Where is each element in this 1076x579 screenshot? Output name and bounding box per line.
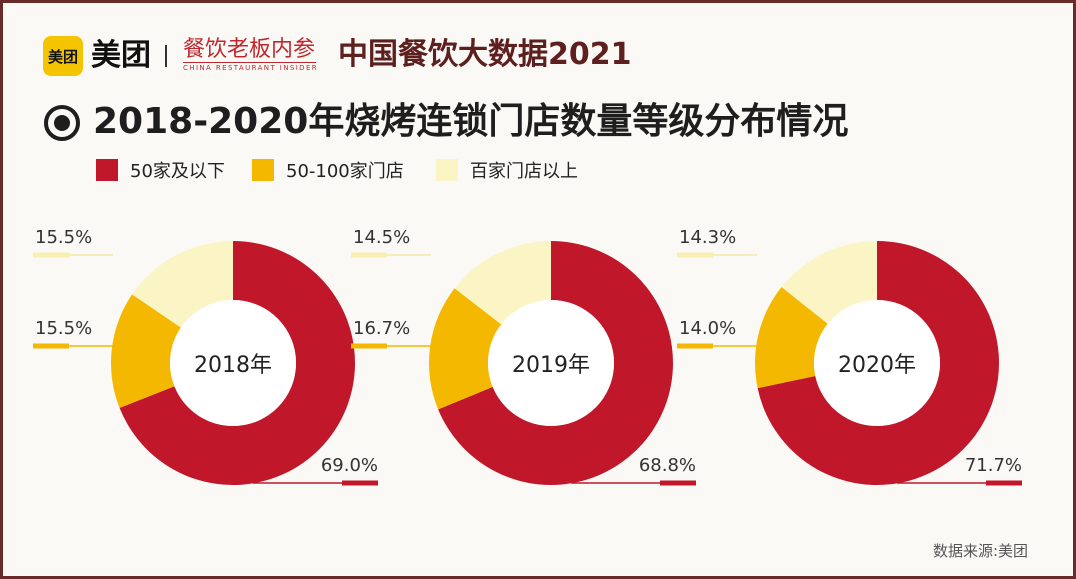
donut-hole: [170, 300, 296, 426]
donut-slice-small-chains: [438, 241, 673, 485]
target-icon: [44, 105, 80, 141]
leader-marker: [351, 343, 387, 349]
leader-marker: [351, 252, 387, 258]
donut-slice-small-chains: [119, 241, 355, 485]
donut-value-label: 16.7%: [353, 318, 410, 339]
legend-item-large-chains: 百家门店以上: [436, 159, 578, 182]
donut-center-label: 2019年: [512, 353, 590, 378]
chart-title: 2018-2020年烧烤连锁门店数量等级分布情况: [93, 101, 849, 142]
brand-name: 美团: [91, 38, 151, 73]
donut-slice-large-chains: [781, 241, 877, 324]
donut-hole: [488, 300, 614, 426]
legend-item-small-chains: 50家及以下: [96, 159, 225, 182]
legend-item-mid-chains: 50-100家门店: [252, 159, 404, 182]
donut-value-label: 15.5%: [35, 227, 92, 248]
legend-swatch: [436, 159, 458, 181]
donut-slice-mid-chains: [111, 294, 181, 408]
donut-center-label: 2020年: [838, 353, 916, 378]
leader-marker: [33, 343, 69, 349]
leader-marker: [986, 480, 1022, 486]
donut-hole: [814, 300, 940, 426]
leader-marker: [660, 480, 696, 486]
donut-value-label: 14.5%: [353, 227, 410, 248]
partner-logo-rule: [183, 62, 316, 63]
donut-value-label: 69.0%: [321, 455, 378, 476]
legend-swatch: [96, 159, 118, 181]
leader-marker: [342, 480, 378, 486]
donut-value-label: 14.3%: [679, 227, 736, 248]
donut-value-label: 68.8%: [639, 455, 696, 476]
donut-value-label: 15.5%: [35, 318, 92, 339]
donut-center-label: 2018年: [194, 353, 272, 378]
donut-value-label: 71.7%: [965, 455, 1022, 476]
donut-slice-large-chains: [454, 241, 551, 325]
donut-value-label: 14.0%: [679, 318, 736, 339]
partner-logo-subtitle: CHINA RESTAURANT INSIDER: [183, 64, 319, 72]
source-note: 数据来源:美团: [933, 542, 1029, 560]
leader-marker: [677, 252, 713, 258]
logo-text: 美团: [47, 47, 78, 66]
legend-label: 百家门店以上: [470, 161, 578, 182]
donut-slice-small-chains: [757, 241, 999, 485]
legend-label: 50家及以下: [130, 161, 225, 182]
donut-slice-large-chains: [132, 241, 233, 328]
header-title: 中国餐饮大数据2021: [338, 37, 632, 72]
partner-logo-title: 餐饮老板内参: [183, 37, 316, 62]
donut-slice-mid-chains: [429, 288, 502, 410]
legend-swatch: [252, 159, 274, 181]
legend-label: 50-100家门店: [286, 161, 404, 182]
leader-marker: [33, 252, 69, 258]
meituan-logo: 美团: [43, 36, 83, 76]
leader-marker: [677, 343, 713, 349]
brand-separator: [165, 45, 167, 67]
donut-slice-mid-chains: [755, 287, 828, 389]
